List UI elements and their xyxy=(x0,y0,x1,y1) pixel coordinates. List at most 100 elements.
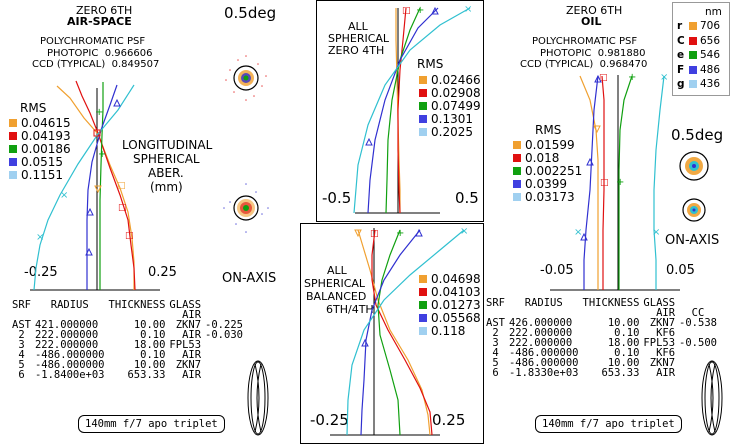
col-thickness: THICKNESS xyxy=(108,299,166,311)
svg-text:×: × xyxy=(464,4,472,15)
left-axis-min: -0.25 xyxy=(24,265,58,280)
left-rms-c: 0.04193 xyxy=(21,128,71,143)
right-curve-e xyxy=(618,75,633,290)
table-row: AIR xyxy=(182,309,202,321)
left-rms-label: RMS xyxy=(20,101,47,115)
left-field-label: 0.5deg xyxy=(224,4,277,22)
right-curve-f xyxy=(583,75,599,290)
svg-text:+: + xyxy=(616,177,624,188)
mid-bottom-rms-g: 0.118 xyxy=(431,323,466,338)
svg-text:×: × xyxy=(652,227,660,238)
lsa-label-1: LONGITUDINAL xyxy=(122,138,213,152)
right-prescription-table: SRF RADIUS THICKNESS GLASS AIR CC AST 426.… xyxy=(484,298,719,379)
left-curve-e xyxy=(99,82,104,290)
svg-text:+: + xyxy=(95,107,103,118)
legend-unit: nm xyxy=(705,6,722,18)
right-caption: 140mm f/7 apo triplet xyxy=(535,415,682,433)
right-onaxis-label: ON-AXIS xyxy=(665,233,720,248)
right-curve-c xyxy=(601,75,605,290)
right-curve-g xyxy=(653,75,665,290)
left-axis-max: 0.25 xyxy=(148,265,177,280)
mid-bottom-curve-r xyxy=(357,229,431,436)
mid-top-rms-g: 0.2025 xyxy=(431,124,473,139)
table-row: AIR CC xyxy=(656,307,705,319)
left-prescription-table: SRF RADIUS THICKNESS GLASS AIR AST 421.00… xyxy=(10,299,245,381)
left-title-2: AIR-SPACE xyxy=(67,15,132,28)
table-row: 2 222.000000 0.10 KF6 xyxy=(492,327,676,339)
left-spot-diagram-field xyxy=(225,55,267,101)
table-row: 5 -486.000000 10.00 ZKN7 xyxy=(492,357,676,369)
right-field-label: 0.5deg xyxy=(671,126,724,144)
left-psf-label: POLYCHROMATIC PSF xyxy=(40,36,146,47)
right-ccd: CCD (TYPICAL) 0.968470 xyxy=(520,59,648,70)
mid-top-rms-f: 0.1301 xyxy=(431,111,473,126)
table-row: AST 421.000000 10.00 ZKN7 -0.225 xyxy=(12,319,243,331)
swatch-r xyxy=(9,118,17,127)
mid-top-rms-r: 0.02466 xyxy=(431,72,481,87)
mid-top-curve-g xyxy=(353,7,471,214)
right-title-2: OIL xyxy=(581,15,602,28)
mid-bottom-rms-e: 0.01273 xyxy=(431,297,481,312)
mid-top-rms-list: 0.02466 0.02908 0.07499 0.1301 0.2025 xyxy=(419,72,481,139)
right-lens-icon xyxy=(701,360,723,436)
table-row: 5 -486.000000 10.00 ZKN7 xyxy=(18,359,202,371)
col-radius: RADIUS xyxy=(50,299,89,311)
left-curve-r xyxy=(56,85,135,290)
mid-bottom-rms-f: 0.05568 xyxy=(431,310,481,325)
mid-bottom-axis-min: -0.25 xyxy=(310,411,349,429)
lsa-label-4: (mm) xyxy=(150,180,183,194)
right-axis-min: -0.05 xyxy=(540,263,574,278)
lsa-label-2: SPHERICAL xyxy=(133,152,200,166)
left-rms-g: 0.1151 xyxy=(21,167,63,182)
right-psf-label: POLYCHROMATIC PSF xyxy=(532,36,638,47)
svg-text:×: × xyxy=(574,227,582,238)
lsa-label-3: ABER. xyxy=(148,166,184,180)
svg-text:□: □ xyxy=(600,178,609,188)
right-axis-max: 0.05 xyxy=(666,263,695,278)
left-title-1: ZERO 6TH xyxy=(76,4,133,17)
col-srf: SRF xyxy=(12,299,31,311)
svg-text:+: + xyxy=(416,5,424,16)
mid-bottom-curve-f xyxy=(360,229,421,436)
mid-bottom-t2: SPHERICAL xyxy=(304,277,366,290)
left-rms-e: 0.00186 xyxy=(21,141,71,156)
svg-text:□: □ xyxy=(125,231,134,241)
left-curve-g xyxy=(33,84,135,291)
svg-text:□: □ xyxy=(599,73,608,83)
left-spot-diagram-onaxis xyxy=(223,183,269,233)
right-photopic: PHOTOPIC 0.981880 xyxy=(540,48,646,59)
left-onaxis-label: ON-AXIS xyxy=(222,271,277,286)
svg-text:×: × xyxy=(60,190,68,201)
mid-top-rms-label: RMS xyxy=(417,57,444,71)
mid-top-axis-max: 0.5 xyxy=(455,189,479,207)
right-spot-diagram-field xyxy=(679,151,709,181)
mid-bottom-t1: ALL xyxy=(327,264,347,277)
right-rms-e: 0.002251 xyxy=(525,163,583,178)
mid-top-curve-e xyxy=(385,7,421,214)
svg-text:+: + xyxy=(628,72,636,83)
mid-bottom-rms-r: 0.04698 xyxy=(431,271,481,286)
table-row: 3 222.000000 18.00 FPL53 xyxy=(18,339,202,351)
table-row: 6 -1.8400e+03 653.33 AIR xyxy=(18,369,202,381)
mid-bottom-axis-max: 0.25 xyxy=(432,411,466,429)
table-row: 4 -486.000000 0.10 KF6 xyxy=(492,347,676,359)
mid-top-t3: ZERO 4TH xyxy=(328,44,385,57)
swatch-f xyxy=(9,157,17,166)
mid-top-curve-c xyxy=(397,7,407,214)
svg-text:×: × xyxy=(460,226,468,237)
mid-bottom-t4: 6TH/4TH xyxy=(326,303,374,316)
left-lens-icon xyxy=(247,360,269,436)
svg-text:×: × xyxy=(36,232,44,243)
right-rms-list: 0.01599 0.018 0.002251 0.0399 0.03173 xyxy=(513,138,583,204)
mid-top-curve-f xyxy=(367,7,439,214)
mid-top-t2: SPHERICAL xyxy=(328,32,390,45)
right-curve-r xyxy=(579,75,599,290)
mid-top-rms-c: 0.02908 xyxy=(431,85,481,100)
mid-bottom-rms-c: 0.04103 xyxy=(431,284,481,299)
right-rms-f: 0.0399 xyxy=(525,176,567,191)
table-row: 4 -486.000000 0.10 AIR xyxy=(18,349,202,361)
